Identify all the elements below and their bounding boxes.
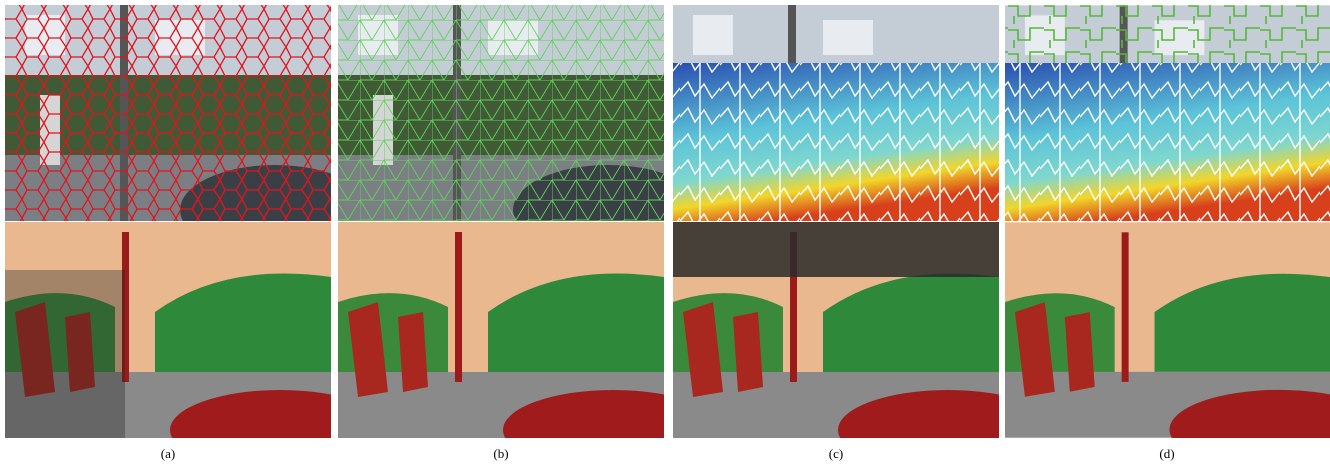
panel-c <box>673 5 1058 470</box>
segmentation <box>338 222 723 470</box>
shadow-region <box>5 270 125 438</box>
panel-a <box>5 5 390 470</box>
caption: (d) <box>1159 446 1174 461</box>
mesh-overlay <box>338 5 664 221</box>
segmentation <box>1005 222 1330 469</box>
edge-overlay <box>1005 63 1330 221</box>
caption: (c) <box>829 446 843 461</box>
panel-b <box>338 5 723 470</box>
panel-d <box>1005 5 1330 470</box>
edge-overlay <box>673 63 999 221</box>
caption: (b) <box>493 446 508 461</box>
caption: (a) <box>161 446 175 461</box>
superpixel-overlay <box>5 5 331 221</box>
figure: (a) (b) (c) (d) <box>0 0 1330 470</box>
dark-region <box>673 222 999 277</box>
